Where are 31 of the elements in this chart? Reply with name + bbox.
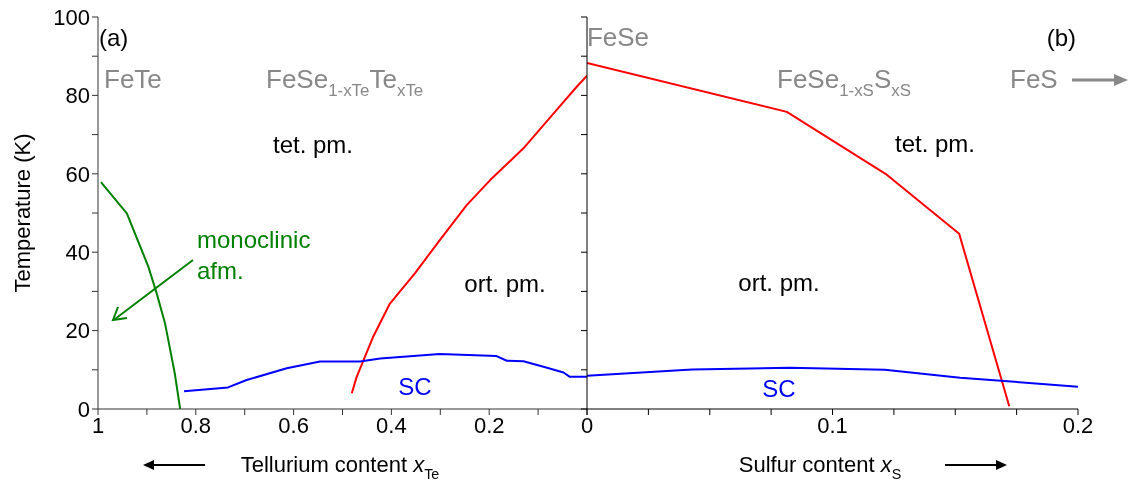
annotation: ort. pm. [738, 269, 820, 296]
x-tick-label: 0.6 [278, 412, 309, 438]
y-axis-title: Temperature (K) [10, 133, 35, 293]
x-tick-label: 0.2 [1062, 412, 1094, 438]
annotation: FeSe [586, 22, 650, 52]
y-tick-label: 60 [65, 161, 90, 187]
annotation: (b) [1046, 24, 1076, 51]
x-axis-title: Tellurium content x$_{Te}$ [240, 452, 440, 482]
y-tick-label: 80 [65, 83, 90, 109]
annotation: FeSe$_{1-xTe}$Te$_{xTe}$ [266, 64, 424, 100]
annotation: FeS [1010, 64, 1058, 94]
annotation: tet. pm. [894, 130, 976, 157]
annotation: SC [398, 373, 432, 400]
y-tick-label: 100 [53, 4, 90, 30]
y-tick-label: 0 [77, 396, 90, 422]
annotation: monoclinic afm. [197, 226, 311, 284]
y-tick-label: 20 [65, 318, 90, 344]
y-tick-label: 40 [65, 240, 90, 266]
x-tick-label: 1 [91, 412, 105, 438]
x-tick-label: 0.8 [180, 412, 212, 438]
annotation: FeSe$_{1-xS}$S$_{xS}$ [777, 64, 911, 100]
annotation: FeTe [104, 64, 162, 94]
x-tick-label: 0.4 [376, 412, 407, 438]
annotation: ort. pm. [464, 270, 546, 297]
x-axis-title: Sulfur content x$_{S}$ [738, 452, 902, 482]
annotation: SC [762, 375, 796, 402]
x-tick-label: 0.2 [473, 412, 505, 438]
x-tick-label: 0 [580, 412, 594, 438]
annotation: (a) [99, 24, 129, 51]
annotation: tet. pm. [272, 131, 354, 158]
x-tick-label: 0.1 [817, 412, 848, 438]
